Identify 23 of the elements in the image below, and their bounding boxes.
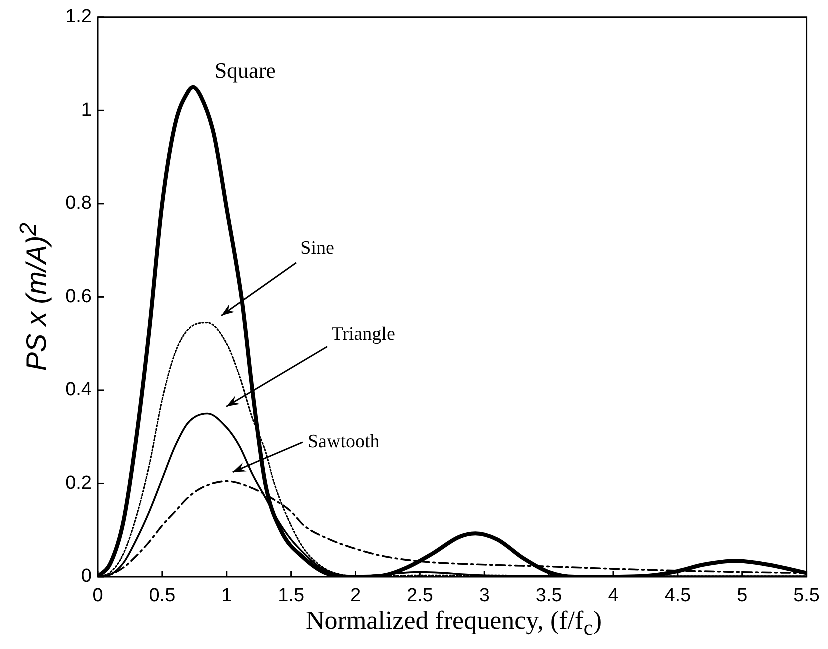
text: Sawtooth	[308, 431, 380, 452]
y-tick-label: 1	[81, 100, 92, 121]
x-tick-label: 0.5	[149, 586, 176, 607]
x-tick-label: 2	[350, 586, 362, 607]
x-tick-label: 5.5	[794, 586, 820, 607]
x-tick-label: 2.5	[406, 586, 434, 607]
text: Triangle	[332, 324, 396, 345]
y-tick-label: 0.6	[66, 286, 92, 308]
x-tick-label: 4	[608, 586, 620, 607]
y-tick-label: 0	[81, 566, 92, 588]
y-tick-label: 0.8	[66, 193, 92, 214]
x-tick-label: 4.5	[664, 586, 692, 607]
series-label: Square	[214, 58, 276, 84]
text: Sine	[300, 238, 334, 259]
x-tick-label: 5	[737, 586, 748, 607]
x-axis-title: Normalized frequency, (f/f$_{c}$)	[305, 606, 603, 642]
x-tick-label: 1	[222, 586, 232, 607]
x-tick-label: 1.5	[278, 586, 305, 607]
x-tick-label: 3.5	[536, 586, 562, 607]
y-tick-label: 1.2	[66, 6, 92, 28]
y-tick-label: 0.2	[66, 472, 92, 494]
x-tick-label: 3	[479, 586, 490, 607]
y-tick-label: 0.4	[66, 380, 92, 401]
